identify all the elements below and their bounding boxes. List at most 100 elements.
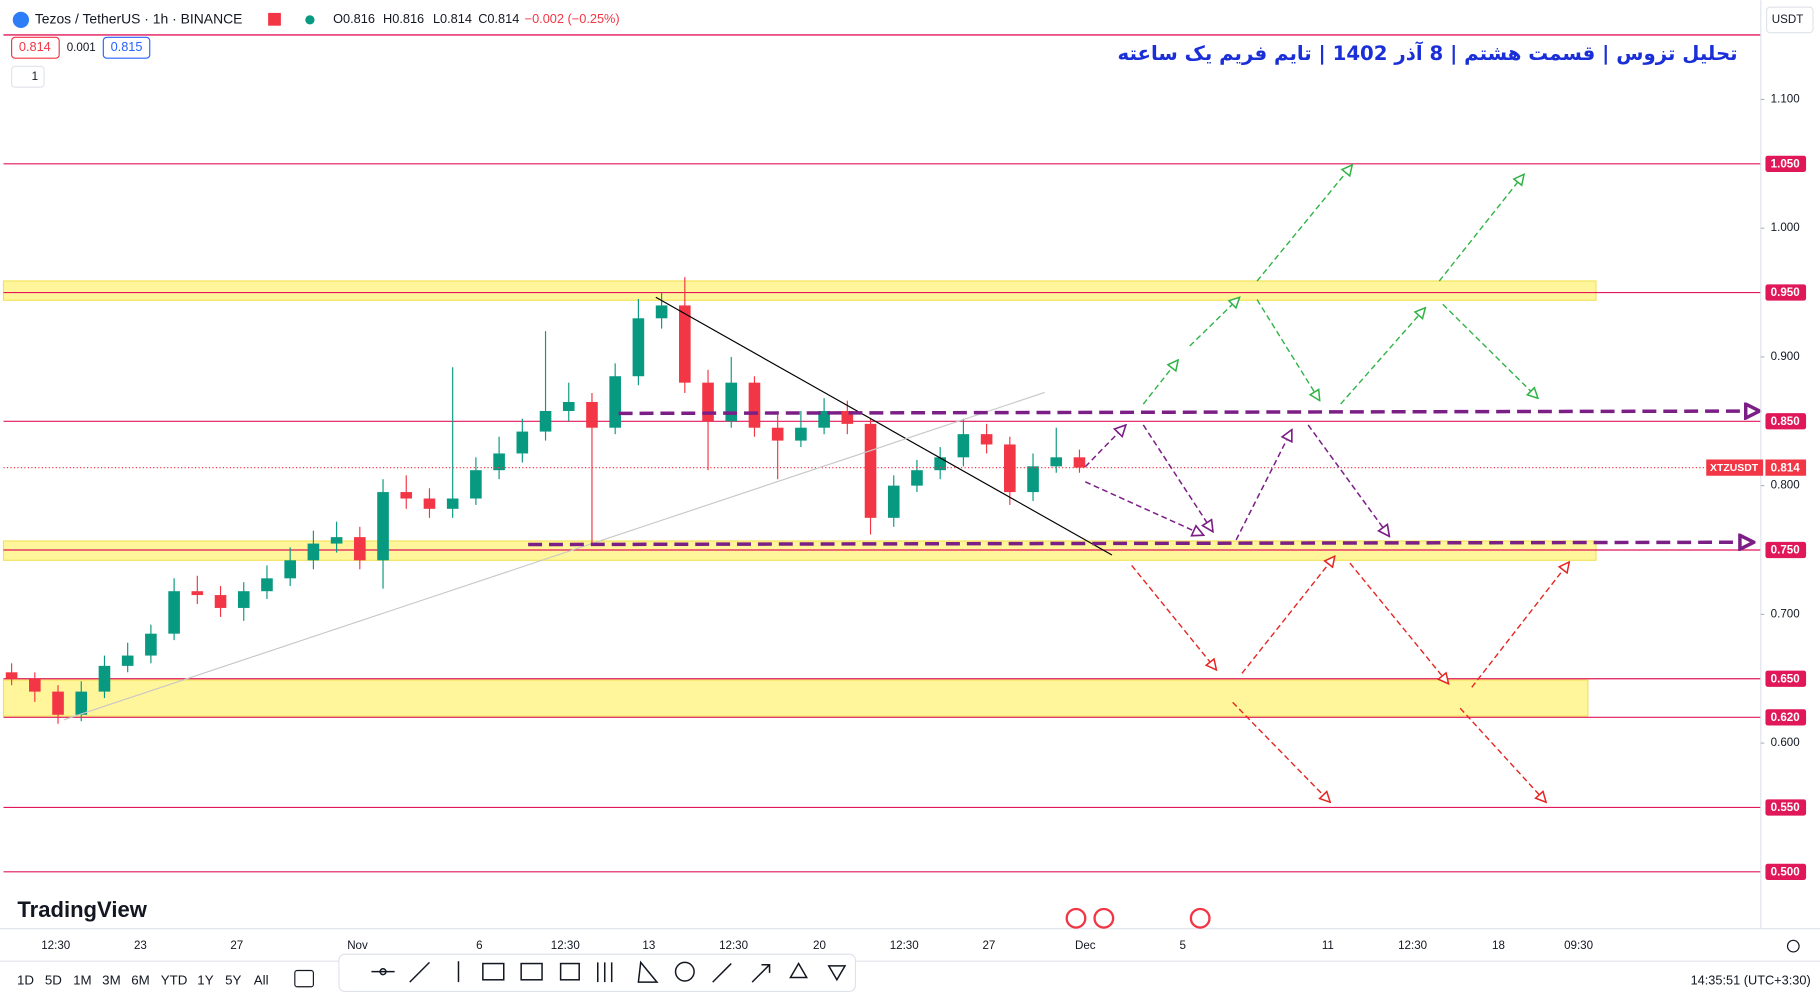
candle-body [1050,457,1063,467]
time-label: 11 [1322,939,1334,952]
buy-button[interactable] [102,36,151,59]
candle-body [1073,457,1086,468]
candle-body [818,410,830,428]
ohlc-low: L0.814 [433,11,472,26]
y-tick-label: 0.900 [1771,350,1800,363]
candle-body [446,498,459,509]
candle-body [191,591,204,596]
candle-body [980,434,993,445]
candle-body [841,410,854,424]
candle-body [5,672,18,679]
level-label-box [1765,155,1807,172]
time-label: 20 [813,939,826,952]
support-zone [2,540,1597,561]
time-label: 27 [230,939,243,952]
candle-body [655,305,668,319]
candle-body [1004,444,1016,493]
timeframe-bar: 1D 5D 1M 3M 6M YTD 1Y 5Y All [17,972,269,987]
timeframe-button[interactable]: 1D [17,972,34,987]
trend-line [63,391,1045,721]
indicator-count: 1 [32,70,38,83]
candle-body [539,410,552,432]
y-tick-label: 1.100 [1771,93,1800,106]
sell-button[interactable] [11,36,60,59]
candle-body [864,423,877,518]
candle-body [702,382,714,422]
candle-body [934,457,946,471]
level-label: 0.620 [1771,711,1800,724]
y-tick-label: 0.600 [1771,736,1800,749]
y-tick-label: 1.000 [1771,221,1800,234]
candle-body [237,591,250,608]
trend-line [655,296,1113,556]
drawing-tools[interactable] [371,960,847,983]
candle-body [75,691,88,715]
candle-body [377,492,389,561]
time-label: 13 [642,939,655,952]
last-price-box [1765,459,1807,476]
time-label: 27 [982,939,995,952]
level-label-box [1765,863,1807,880]
level-label-box [1765,541,1807,559]
time-label: 18 [1492,939,1505,952]
sell-price: 0.814 [19,39,51,54]
support-zone [2,679,1589,717]
candle-body [957,434,970,458]
currency: USDT [1772,13,1804,26]
candle-body [632,318,645,377]
projection-line [618,411,1760,413]
time-label: 5 [1180,939,1186,952]
level-label: 1.050 [1771,157,1800,170]
timeframe-button[interactable]: 5D [45,972,62,987]
last-price-label: 0.814 [1771,461,1801,474]
candle-body [330,537,343,544]
timeframe-button[interactable]: 5Y [225,972,241,987]
event-flags [1065,907,1211,929]
symbol-tag: XTZUSDT [1710,463,1759,474]
candle-body [121,655,134,666]
time-label: 6 [476,939,482,952]
time-label: 12:30 [1398,939,1427,952]
date-range-icon[interactable] [294,969,314,988]
candle-body [214,595,227,608]
timeframe-button[interactable]: All [254,972,269,987]
timeframe-button[interactable]: YTD [161,972,188,987]
level-label: 0.550 [1771,801,1800,814]
currency-button[interactable] [1766,6,1814,34]
level-label-box [1765,670,1807,687]
candle-body [307,543,320,561]
spread: 0.001 [67,41,96,54]
level-label: 0.500 [1771,865,1800,878]
price-axis: 1.050 0.950 0.850 0.750 0.650 0.620 0.550 0.500… [1706,93,1807,880]
candle-body [748,382,761,428]
candle-body [562,401,575,411]
y-tick-label: 0.800 [1771,479,1800,492]
timeframe-button[interactable]: 3M [102,972,121,987]
time-label: 09:30 [1564,939,1593,952]
ohlc-high: H0.816 [383,11,424,26]
time-label: 12:30 [551,939,580,952]
level-label-box [1765,799,1807,816]
candle-body [725,382,738,422]
status-dot [305,15,315,25]
candle-body [1027,466,1039,493]
projection-line [528,542,1754,544]
timeframe-button[interactable]: 1Y [197,972,213,987]
timeframe-button[interactable]: 6M [131,972,150,987]
level-label: 0.850 [1771,415,1800,428]
settings-icon[interactable] [1786,939,1800,953]
candle-body [145,633,157,656]
candle-body [609,376,621,428]
bullish-arrows [1142,165,1538,405]
candle-body [795,427,807,441]
level-label-box [1765,284,1807,301]
level-label-box [1765,413,1807,430]
candle-body [911,470,923,486]
candle-body [887,485,900,518]
timeframe-button[interactable]: 1M [73,972,92,987]
indicator-toggle[interactable] [11,65,45,88]
scenario-arrows [1084,425,1389,541]
symbol-logo [12,11,30,29]
candle-body [29,678,41,692]
